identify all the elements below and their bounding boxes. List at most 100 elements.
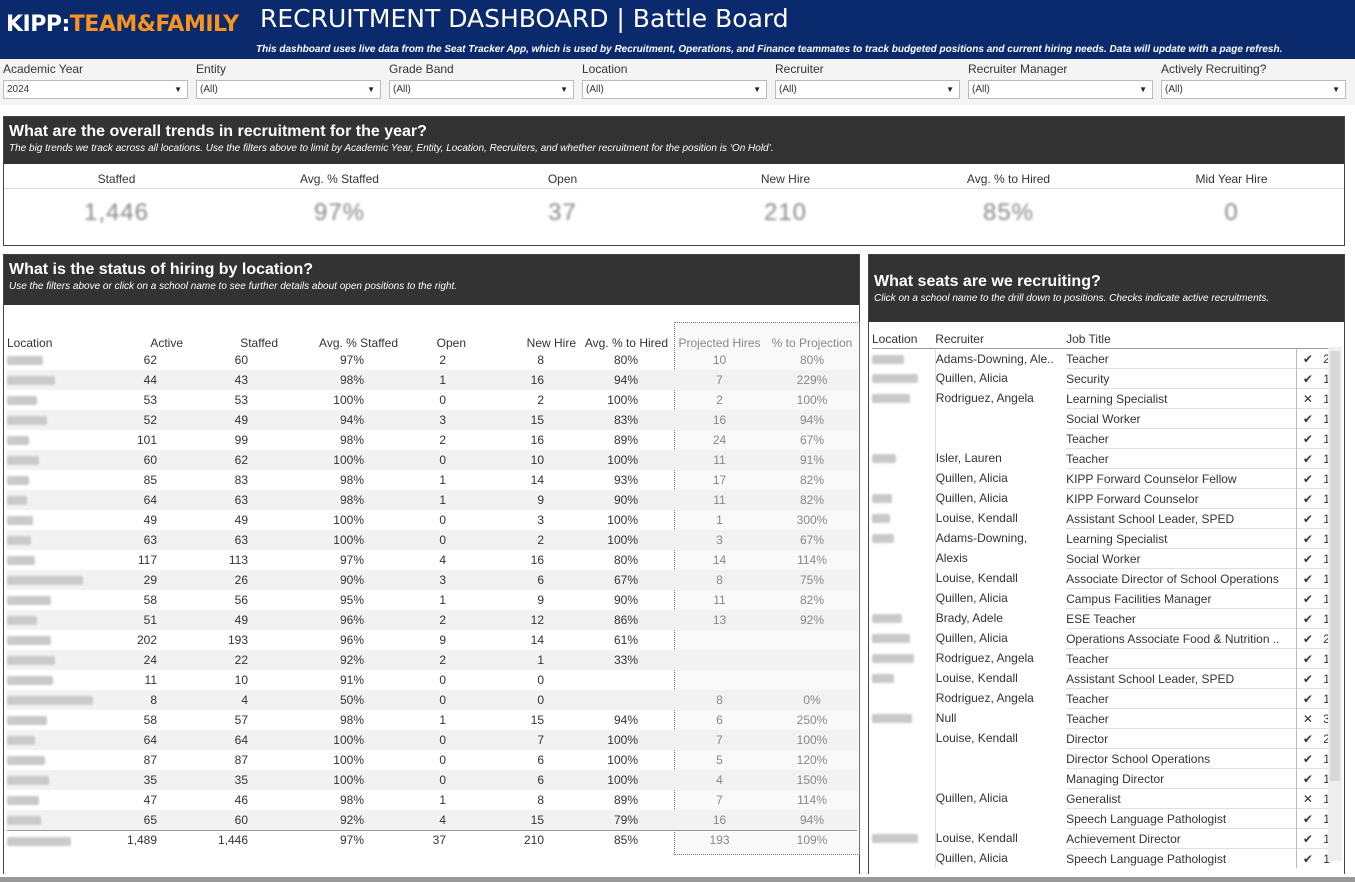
table-row[interactable]: 47 46 98% 1 8 89% 7 114% bbox=[7, 790, 857, 810]
seat-row[interactable]: Louise, Kendall Assistant School Leader, … bbox=[872, 507, 1334, 528]
seat-location-cell[interactable] bbox=[872, 808, 935, 828]
seat-location-cell[interactable] bbox=[872, 368, 935, 388]
seat-location-cell[interactable] bbox=[872, 668, 935, 688]
table-row[interactable]: 101 99 98% 2 16 89% 24 67% bbox=[7, 430, 857, 450]
location-name[interactable] bbox=[7, 690, 107, 710]
table-row[interactable]: 87 87 100% 0 6 100% 5 120% bbox=[7, 750, 857, 770]
seat-row[interactable]: Social Worker ✔ 1 bbox=[872, 407, 1334, 428]
location-name[interactable] bbox=[7, 750, 107, 770]
location-select[interactable]: (All) ▼ bbox=[582, 80, 767, 99]
location-name[interactable] bbox=[7, 590, 107, 610]
location-name[interactable] bbox=[7, 430, 107, 450]
seat-location-cell[interactable] bbox=[872, 488, 935, 508]
location-name[interactable] bbox=[7, 730, 107, 750]
table-row[interactable]: 11 10 91% 0 0 bbox=[7, 670, 857, 690]
table-row[interactable]: 58 56 95% 1 9 90% 11 82% bbox=[7, 590, 857, 610]
seat-location-cell[interactable] bbox=[872, 688, 935, 708]
seat-row[interactable]: Quillen, Alicia Generalist ✕ 1 bbox=[872, 787, 1334, 808]
seat-location-cell[interactable] bbox=[872, 628, 935, 648]
seat-row[interactable]: Quillen, Alicia KIPP Forward Counselor ✔ 1 bbox=[872, 487, 1334, 508]
scrollbar-thumb[interactable] bbox=[1330, 351, 1340, 781]
location-name[interactable] bbox=[7, 710, 107, 730]
seat-location-cell[interactable] bbox=[872, 468, 935, 488]
seat-location-cell[interactable] bbox=[872, 788, 935, 808]
location-name[interactable] bbox=[7, 390, 107, 410]
seat-row[interactable]: Quillen, Alicia Security ✔ 1 bbox=[872, 367, 1334, 388]
seat-location-cell[interactable] bbox=[872, 428, 935, 448]
seat-row[interactable]: Adams-Downing, Learning Specialist ✔ 1 bbox=[872, 527, 1334, 548]
location-name[interactable] bbox=[7, 470, 107, 490]
academic-year-select[interactable]: 2024 ▼ bbox=[3, 80, 188, 99]
location-name[interactable] bbox=[7, 410, 107, 430]
seat-location-cell[interactable] bbox=[872, 528, 935, 548]
location-name[interactable] bbox=[7, 530, 107, 550]
location-name[interactable] bbox=[7, 670, 107, 690]
location-name[interactable] bbox=[7, 370, 107, 390]
table-row[interactable]: 64 64 100% 0 7 100% 7 100% bbox=[7, 730, 857, 750]
table-row[interactable]: 58 57 98% 1 15 94% 6 250% bbox=[7, 710, 857, 730]
seat-location-cell[interactable] bbox=[872, 608, 935, 628]
location-name[interactable] bbox=[7, 770, 107, 790]
seat-row[interactable]: Louise, Kendall Achievement Director ✔ 1 bbox=[872, 827, 1334, 848]
location-name[interactable] bbox=[7, 550, 107, 570]
seat-row[interactable]: Teacher ✔ 1 bbox=[872, 427, 1334, 448]
actively-recruiting-select[interactable]: (All) ▼ bbox=[1161, 80, 1346, 99]
table-row[interactable]: 52 49 94% 3 15 83% 16 94% bbox=[7, 410, 857, 430]
seat-row[interactable]: Quillen, Alicia Campus Facilities Manager… bbox=[872, 587, 1334, 608]
seat-location-cell[interactable] bbox=[872, 568, 935, 588]
table-row[interactable]: 29 26 90% 3 6 67% 8 75% bbox=[7, 570, 857, 590]
seat-location-cell[interactable] bbox=[872, 448, 935, 468]
table-row[interactable]: 62 60 97% 2 8 80% 10 80% bbox=[7, 350, 857, 370]
seat-row[interactable]: Adams-Downing, Ale.. Teacher ✔ 2 bbox=[872, 347, 1334, 368]
grade-band-select[interactable]: (All) ▼ bbox=[389, 80, 574, 99]
seat-location-cell[interactable] bbox=[872, 848, 935, 868]
seat-location-cell[interactable] bbox=[872, 828, 935, 848]
seat-row[interactable]: Alexis Social Worker ✔ 1 bbox=[872, 547, 1334, 568]
table-row[interactable]: 53 53 100% 0 2 100% 2 100% bbox=[7, 390, 857, 410]
table-row[interactable]: 49 49 100% 0 3 100% 1 300% bbox=[7, 510, 857, 530]
seat-row[interactable]: Quillen, Alicia Operations Associate Food… bbox=[872, 627, 1334, 648]
seat-row[interactable]: Rodriguez, Angela Teacher ✔ 1 bbox=[872, 647, 1334, 668]
seat-location-cell[interactable] bbox=[872, 348, 935, 368]
seat-row[interactable]: Rodriguez, Angela Learning Specialist ✕ 1 bbox=[872, 387, 1334, 408]
table-row[interactable]: 117 113 97% 4 16 80% 14 114% bbox=[7, 550, 857, 570]
seat-row[interactable]: Quillen, Alicia Speech Language Pathologi… bbox=[872, 847, 1334, 868]
seat-location-cell[interactable] bbox=[872, 508, 935, 528]
seat-location-cell[interactable] bbox=[872, 548, 935, 568]
location-name[interactable] bbox=[7, 630, 107, 650]
location-name[interactable] bbox=[7, 829, 107, 850]
table-row[interactable]: 24 22 92% 2 1 33% bbox=[7, 650, 857, 670]
seat-row[interactable]: Isler, Lauren Teacher ✔ 1 bbox=[872, 447, 1334, 468]
table-total-row[interactable]: 1,489 1,446 97% 37 210 85% 193 109% bbox=[7, 829, 857, 850]
location-name[interactable] bbox=[7, 350, 107, 370]
location-name[interactable] bbox=[7, 490, 107, 510]
table-row[interactable]: 85 83 98% 1 14 93% 17 82% bbox=[7, 470, 857, 490]
location-name[interactable] bbox=[7, 610, 107, 630]
seat-location-cell[interactable] bbox=[872, 588, 935, 608]
seat-location-cell[interactable] bbox=[872, 728, 935, 748]
location-name[interactable] bbox=[7, 510, 107, 530]
table-row[interactable]: 44 43 98% 1 16 94% 7 229% bbox=[7, 370, 857, 390]
seat-row[interactable]: Louise, Kendall Assistant School Leader, … bbox=[872, 667, 1334, 688]
location-name[interactable] bbox=[7, 790, 107, 810]
seat-row[interactable]: Louise, Kendall Director ✔ 2 bbox=[872, 727, 1334, 748]
seat-row[interactable]: Louise, Kendall Associate Director of Sch… bbox=[872, 567, 1334, 588]
table-row[interactable]: 8 4 50% 0 0 8 0% bbox=[7, 690, 857, 710]
seat-row[interactable]: Brady, Adele ESE Teacher ✔ 1 bbox=[872, 607, 1334, 628]
table-row[interactable]: 65 60 92% 4 15 79% 16 94% bbox=[7, 810, 857, 830]
recruiter-select[interactable]: (All) ▼ bbox=[775, 80, 960, 99]
entity-select[interactable]: (All) ▼ bbox=[196, 80, 381, 99]
location-name[interactable] bbox=[7, 570, 107, 590]
table-row[interactable]: 51 49 96% 2 12 86% 13 92% bbox=[7, 610, 857, 630]
seat-location-cell[interactable] bbox=[872, 708, 935, 728]
recruiter-manager-select[interactable]: (All) ▼ bbox=[968, 80, 1153, 99]
seat-location-cell[interactable] bbox=[872, 768, 935, 788]
seats-scrollbar[interactable] bbox=[1328, 347, 1342, 861]
location-name[interactable] bbox=[7, 450, 107, 470]
seat-row[interactable]: Rodriguez, Angela Teacher ✔ 1 bbox=[872, 687, 1334, 708]
seat-row[interactable]: Speech Language Pathologist ✔ 1 bbox=[872, 807, 1334, 828]
seat-row[interactable]: Director School Operations ✔ 1 bbox=[872, 747, 1334, 768]
seat-location-cell[interactable] bbox=[872, 388, 935, 408]
seat-row[interactable]: Quillen, Alicia KIPP Forward Counselor Fe… bbox=[872, 467, 1334, 488]
seat-row[interactable]: Null Teacher ✕ 3 bbox=[872, 707, 1334, 728]
